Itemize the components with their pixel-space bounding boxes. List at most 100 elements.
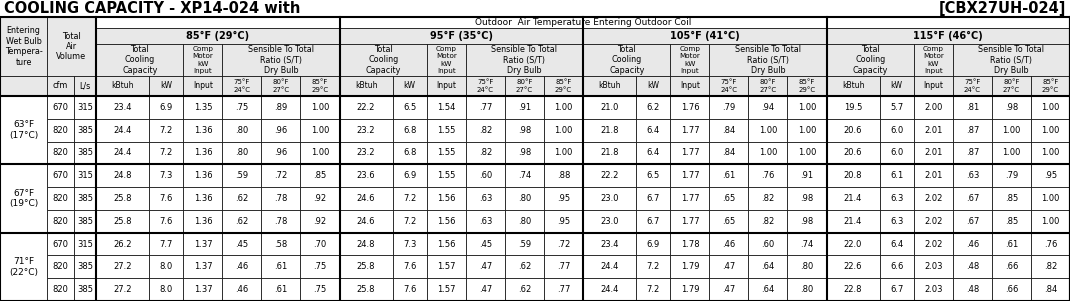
Text: .92: .92 [314,217,326,226]
Bar [636,119,671,141]
Text: 2.02: 2.02 [924,194,943,203]
Bar [0,76,47,96]
Text: .98: .98 [800,194,813,203]
Text: .87: .87 [966,148,979,157]
Bar [1031,210,1070,233]
Bar [301,210,339,233]
Bar [505,233,544,256]
Text: 75°F
24°C: 75°F 24°C [233,79,250,92]
Text: .78: .78 [274,217,288,226]
Text: 1.36: 1.36 [194,194,212,203]
Text: 22.8: 22.8 [844,285,862,294]
Text: .80: .80 [235,126,248,135]
Bar [636,141,671,164]
Text: .75: .75 [235,103,248,112]
Text: 1.00: 1.00 [554,148,572,157]
Bar [953,233,992,256]
Bar [393,256,427,278]
Bar [427,187,465,210]
Text: 6.5: 6.5 [646,171,660,180]
Text: .46: .46 [966,240,979,249]
Bar [261,256,301,278]
Bar [96,119,149,141]
Text: 6.7: 6.7 [646,217,660,226]
Text: .98: .98 [800,217,813,226]
Text: .62: .62 [518,285,531,294]
Text: 23.2: 23.2 [356,126,376,135]
Bar [0,0,1070,17]
Text: .48: .48 [966,285,979,294]
Text: 820: 820 [52,285,68,294]
Bar [636,187,671,210]
Bar [96,44,183,76]
Bar [223,96,261,119]
Bar [544,141,583,164]
Bar [149,187,183,210]
Bar [74,278,96,301]
Text: 1.00: 1.00 [554,126,572,135]
Bar [223,164,261,187]
Bar [74,210,96,233]
Bar [465,278,505,301]
Text: kBtuh: kBtuh [111,82,134,91]
Text: .88: .88 [556,171,570,180]
Bar [427,256,465,278]
Bar [149,278,183,301]
Bar [636,278,671,301]
Text: .47: .47 [478,285,492,294]
Bar [505,256,544,278]
Bar [339,141,393,164]
Bar [96,233,149,256]
Text: Total
Cooling
Capacity: Total Cooling Capacity [122,45,157,75]
Bar [544,96,583,119]
Bar [1031,76,1070,96]
Text: .64: .64 [762,262,775,271]
Bar [465,187,505,210]
Bar [880,76,914,96]
Text: 7.3: 7.3 [159,171,173,180]
Bar [261,141,301,164]
Text: 6.9: 6.9 [403,171,416,180]
Bar [636,164,671,187]
Text: 80°F
27°C: 80°F 27°C [273,79,290,92]
Text: 22.2: 22.2 [357,103,376,112]
Bar [393,76,427,96]
Bar [826,256,880,278]
Text: 1.00: 1.00 [759,148,777,157]
Text: Input: Input [437,82,457,91]
Bar [953,278,992,301]
Bar [748,256,788,278]
Bar [544,210,583,233]
Bar [96,96,149,119]
Bar [544,164,583,187]
Text: 6.1: 6.1 [890,171,903,180]
Text: 21.8: 21.8 [600,126,618,135]
Bar [261,96,301,119]
Text: 23.6: 23.6 [356,171,376,180]
Bar [261,210,301,233]
Text: 6.0: 6.0 [890,148,903,157]
Text: 820: 820 [52,194,68,203]
Bar [427,119,465,141]
Text: .47: .47 [722,285,735,294]
Text: .47: .47 [478,262,492,271]
Bar [339,28,583,44]
Text: .62: .62 [235,194,248,203]
Text: 7.2: 7.2 [403,217,416,226]
Text: 23.0: 23.0 [600,194,618,203]
Bar [505,210,544,233]
Text: 24.4: 24.4 [600,285,618,294]
Text: .80: .80 [800,262,813,271]
Text: 24.8: 24.8 [113,171,132,180]
Bar [992,119,1031,141]
Bar [505,141,544,164]
Text: 24.4: 24.4 [600,262,618,271]
Bar [992,187,1031,210]
Text: 25.8: 25.8 [113,194,132,203]
Text: 8.0: 8.0 [159,285,173,294]
Bar [0,96,47,164]
Text: 1.54: 1.54 [438,103,456,112]
Bar [914,187,953,210]
Bar [149,141,183,164]
Text: Sensible To Total
Ratio (S/T)
Dry Bulb: Sensible To Total Ratio (S/T) Dry Bulb [978,45,1044,75]
